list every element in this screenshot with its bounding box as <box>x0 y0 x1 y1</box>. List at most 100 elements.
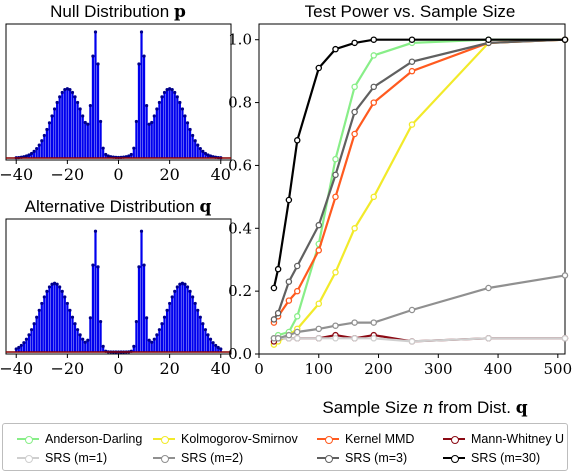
hist-point <box>129 152 133 157</box>
series-point <box>485 36 492 43</box>
hist-point <box>35 315 39 319</box>
hist-point <box>216 345 220 350</box>
hist-point <box>70 315 75 319</box>
hist-point <box>132 344 136 348</box>
legend-label: SRS (m=3) <box>345 451 408 465</box>
hist-point <box>37 143 41 147</box>
series-point <box>274 265 282 273</box>
hist-point <box>17 345 21 350</box>
hist-point <box>88 104 92 108</box>
hist-point <box>27 333 31 337</box>
hist-point <box>63 88 67 92</box>
legend: Anderson-Darling Kolmogorov-Smirnov Kernel… <box>2 423 568 471</box>
hist-point <box>99 320 103 324</box>
hist-point <box>175 285 179 289</box>
series-point <box>370 52 377 59</box>
x-tick-label: 0 <box>254 360 264 378</box>
hist-point <box>196 143 200 147</box>
hist-point <box>50 114 54 118</box>
hist-point <box>78 107 82 111</box>
series-point <box>315 221 323 229</box>
x-tick-label: −20 <box>50 359 84 378</box>
hist-point <box>32 322 36 326</box>
hist-point <box>137 62 141 66</box>
series-line <box>272 38 566 324</box>
hist-point <box>211 341 215 345</box>
hist-point <box>193 301 197 306</box>
x-tick-label: −40 <box>0 359 33 378</box>
hist-point <box>175 95 179 99</box>
series-point <box>293 137 301 144</box>
hist-point <box>42 295 46 299</box>
hist-point <box>142 54 146 58</box>
hist-point <box>139 30 144 34</box>
series-point <box>485 284 492 292</box>
hist-point <box>191 133 195 138</box>
series-point <box>485 335 492 342</box>
series-point <box>332 322 339 329</box>
series-line <box>273 38 566 346</box>
series-point <box>408 58 416 65</box>
hist-point <box>142 263 146 267</box>
hist-point <box>168 301 172 306</box>
power-title: Test Power vs. Sample Size <box>305 2 516 21</box>
hist-point <box>60 90 64 95</box>
series-point <box>293 335 301 342</box>
hist-point <box>91 263 95 267</box>
legend-marker <box>161 436 169 444</box>
series-point <box>351 130 358 138</box>
series-point <box>408 338 416 345</box>
hist-point <box>206 333 210 337</box>
series-point <box>370 36 377 43</box>
x-tick-label: 500 <box>544 360 572 378</box>
hist-point <box>152 337 156 341</box>
series-point <box>561 335 569 342</box>
hist-point <box>81 337 85 341</box>
hist-point <box>155 107 159 111</box>
hist-point <box>93 30 98 34</box>
series-point <box>285 196 293 204</box>
hist-point <box>185 285 190 289</box>
hist-point <box>63 295 67 299</box>
hist-point <box>101 146 105 150</box>
hist-point <box>99 119 103 124</box>
hist-point <box>145 104 149 108</box>
hist-point <box>191 295 195 299</box>
hist-point <box>47 121 52 125</box>
hist-point <box>157 100 162 105</box>
series-point <box>370 193 377 201</box>
legend-marker <box>25 455 33 463</box>
x-tick-label: 0 <box>113 359 123 378</box>
hist-point <box>208 337 213 341</box>
hist-point <box>68 308 72 312</box>
series-point <box>351 108 358 116</box>
hist-point <box>37 308 41 312</box>
power-x-axis-label: Sample Size n from Dist. q <box>322 398 527 418</box>
series-point <box>351 39 358 47</box>
series-line <box>272 38 566 321</box>
legend-marker <box>451 436 459 444</box>
series-point <box>293 313 301 320</box>
hist-point <box>32 149 36 153</box>
series-point <box>332 193 339 201</box>
power-series <box>270 36 569 348</box>
series-point <box>274 309 282 317</box>
hist-point <box>203 328 208 332</box>
y-tick-label: 0.4 <box>228 219 252 237</box>
hist-point <box>206 153 210 157</box>
series-point <box>408 67 416 75</box>
hist-point <box>52 107 57 111</box>
hist-point <box>208 154 213 158</box>
hist-point <box>86 122 90 126</box>
series-point <box>408 306 416 314</box>
null-histogram <box>6 30 231 160</box>
hist-point <box>168 87 172 91</box>
series-point <box>315 325 323 333</box>
null-distribution-panel: Null Distribution p −40 −20 0 20 40 <box>0 2 232 184</box>
hist-point <box>52 281 57 285</box>
hist-point <box>165 308 169 312</box>
hist-point <box>178 282 182 286</box>
x-tick-label: 40 <box>211 359 231 378</box>
hist-point <box>91 54 95 58</box>
series-point <box>293 328 301 336</box>
